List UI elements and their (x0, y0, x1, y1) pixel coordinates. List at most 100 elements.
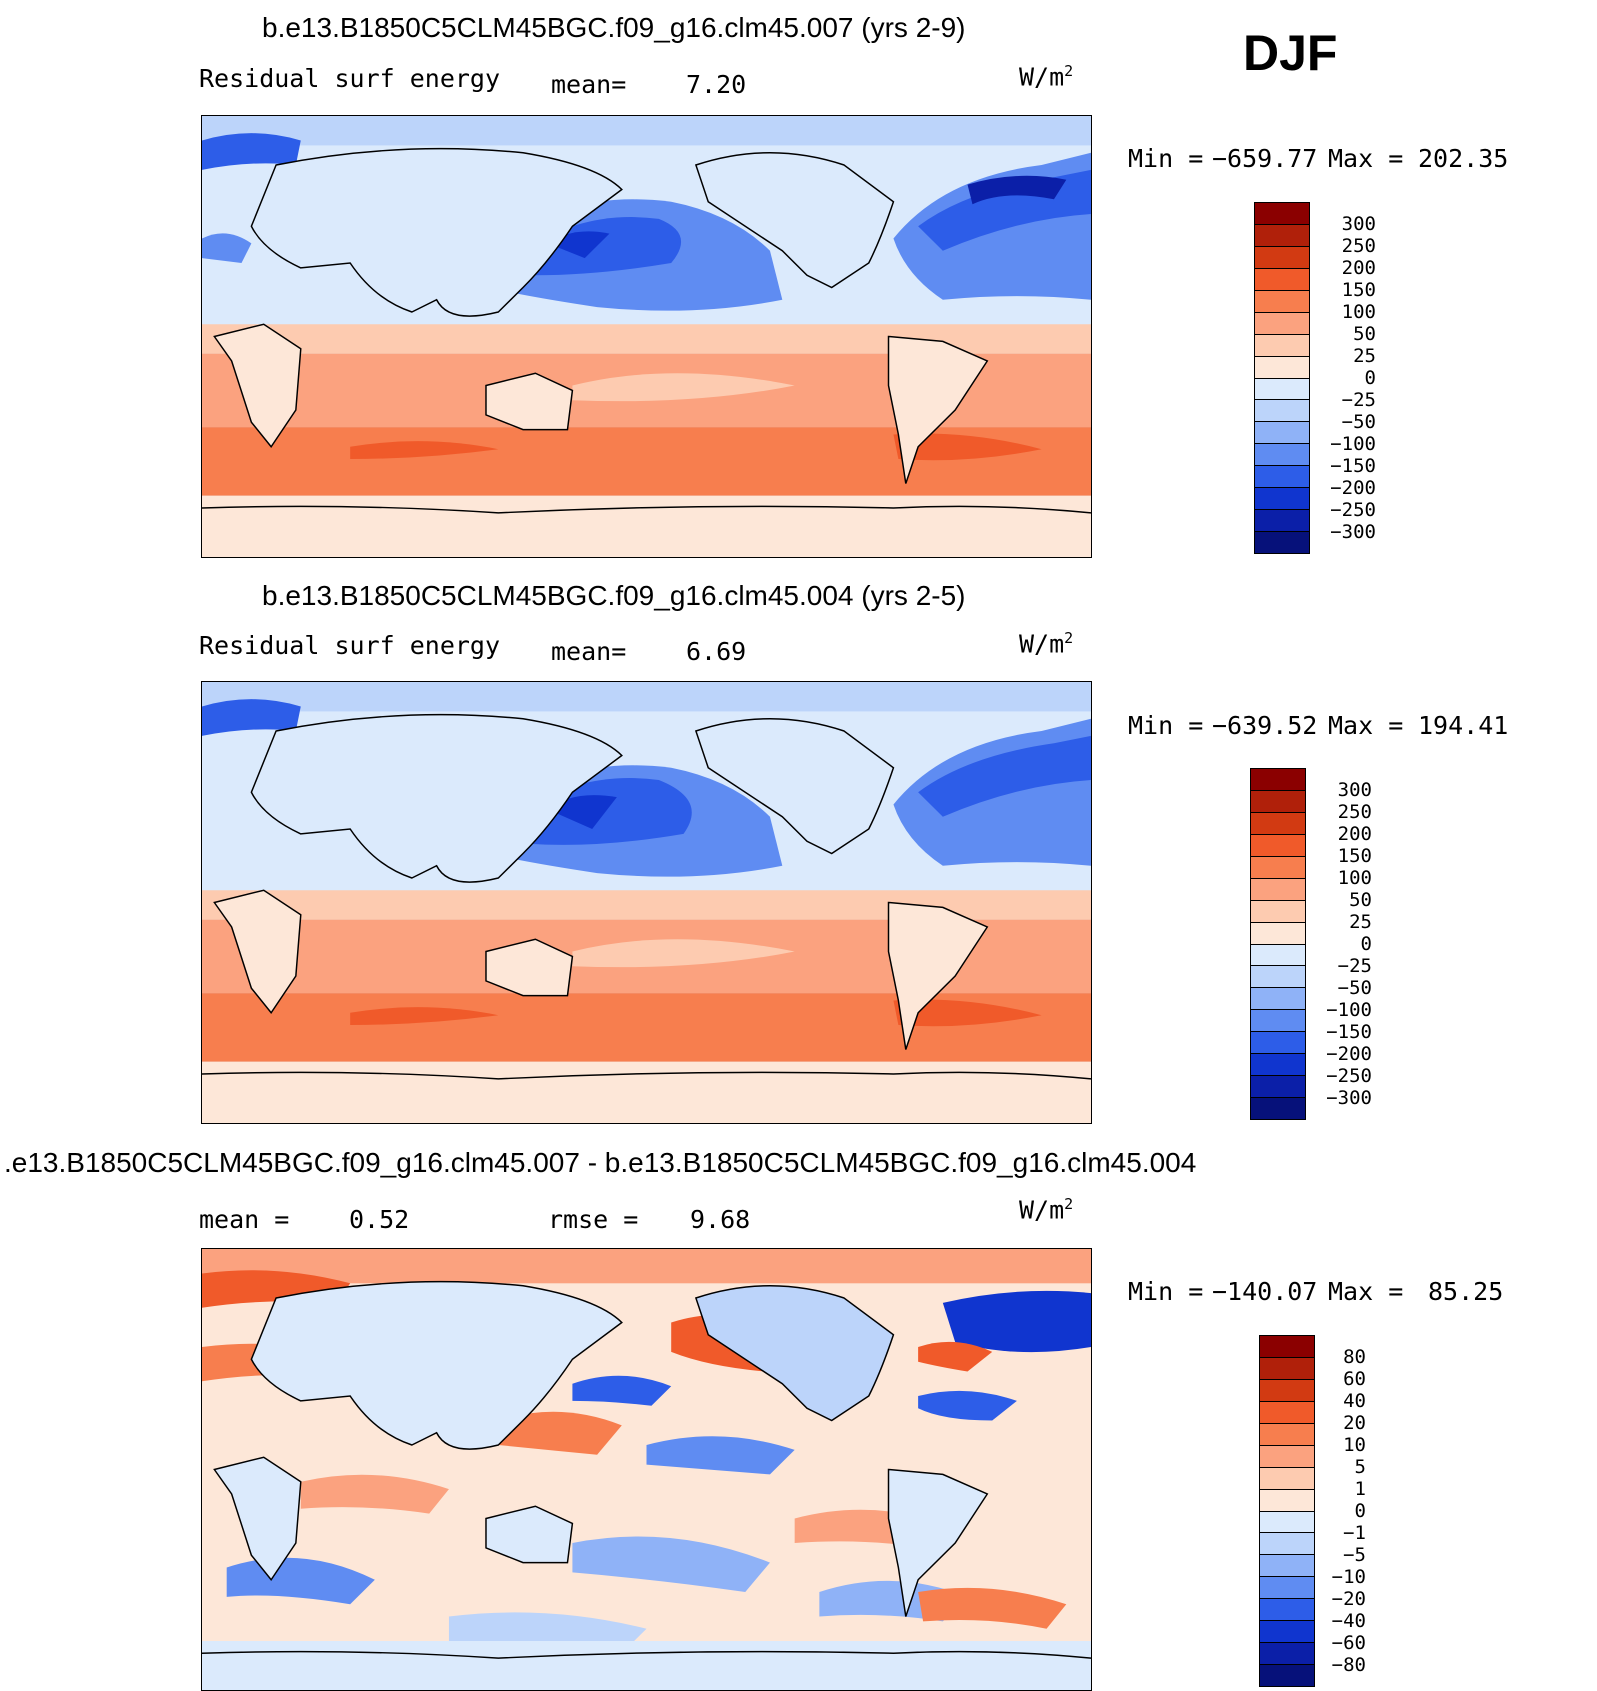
panel-2-units: W/m2 (1019, 629, 1074, 659)
colorbar-swatch (1260, 1665, 1314, 1686)
panel-3-title: .e13.B1850C5CLM45BGC.f09_g16.clm45.007 -… (4, 1147, 1197, 1178)
colorbar-level-label: 250 (1341, 235, 1376, 257)
colorbar-swatch (1251, 1098, 1305, 1119)
panel-1-mean-value: 7.20 (686, 70, 747, 99)
colorbar-level-label: −20 (1331, 1588, 1366, 1610)
colorbar-swatch (1255, 268, 1309, 291)
colorbar-swatch (1251, 1010, 1305, 1033)
panel-2-max-label: Max = (1328, 711, 1404, 740)
colorbar-swatch (1260, 1445, 1314, 1468)
colorbar-swatch (1260, 1401, 1314, 1424)
colorbar-swatch (1251, 769, 1305, 791)
colorbar-swatch (1251, 988, 1305, 1011)
colorbar-level-label: 150 (1337, 845, 1372, 867)
colorbar-level-label: 250 (1337, 801, 1372, 823)
colorbar-swatch (1260, 1423, 1314, 1446)
panel-1-min-label: Min = (1128, 144, 1204, 173)
panel-3-max-value: 85.25 (1428, 1277, 1504, 1306)
panel-3-min-label: Min = (1128, 1277, 1204, 1306)
colorbar-swatch (1255, 203, 1309, 225)
colorbar-swatch (1255, 466, 1309, 489)
panel-2-colorbar-labels: 300 250 200 150 100 50 25 0 −25 −50 −100 −150 −200 −2… (1314, 768, 1372, 1120)
colorbar-swatch (1255, 400, 1309, 423)
colorbar-swatch (1260, 1643, 1314, 1666)
colorbar-swatch (1255, 510, 1309, 533)
panel-1-units: W/m2 (1019, 62, 1074, 92)
panel-1-map (201, 115, 1092, 558)
colorbar-level-label: 5 (1354, 1456, 1366, 1478)
colorbar-level-label: −80 (1331, 1654, 1366, 1676)
colorbar-level-label: 80 (1343, 1346, 1366, 1368)
colorbar-level-label: 50 (1349, 889, 1372, 911)
colorbar-swatch (1255, 532, 1309, 553)
colorbar-swatch (1255, 246, 1309, 269)
colorbar-level-label: 25 (1349, 911, 1372, 933)
colorbar-level-label: 0 (1364, 367, 1376, 389)
colorbar-level-label: −25 (1341, 389, 1376, 411)
colorbar-swatch (1251, 878, 1305, 901)
colorbar-swatch (1251, 966, 1305, 989)
panel-1-min-value: −659.77 (1212, 144, 1318, 173)
panel-3-rmse-label: rmse = (548, 1205, 639, 1234)
panel-3-units: W/m2 (1019, 1195, 1074, 1225)
colorbar-swatch (1251, 834, 1305, 857)
panel-3-mean-value: 0.52 (349, 1205, 410, 1234)
colorbar-level-label: 200 (1341, 257, 1376, 279)
colorbar-level-label: −100 (1330, 433, 1376, 455)
panel-3-mean-label: mean = (199, 1205, 290, 1234)
panel-3-colorbar (1259, 1335, 1315, 1687)
season-label: DJF (1243, 25, 1338, 81)
panel-2-max-value: 194.41 (1418, 711, 1509, 740)
colorbar-level-label: 200 (1337, 823, 1372, 845)
panel-2-min-value: −639.52 (1212, 711, 1318, 740)
panel-1-mean-label: mean= (551, 70, 627, 99)
colorbar-level-label: −250 (1326, 1065, 1372, 1087)
colorbar-swatch (1251, 790, 1305, 813)
colorbar-level-label: 150 (1341, 279, 1376, 301)
panel-2-map-svg (202, 682, 1091, 1123)
colorbar-level-label: −300 (1326, 1087, 1372, 1109)
panel-2-variable: Residual surf energy (199, 631, 501, 660)
colorbar-swatch (1255, 356, 1309, 379)
colorbar-level-label: 300 (1337, 779, 1372, 801)
colorbar-level-label: 100 (1341, 301, 1376, 323)
colorbar-level-label: 25 (1353, 345, 1376, 367)
colorbar-swatch (1260, 1379, 1314, 1402)
colorbar-swatch (1255, 334, 1309, 357)
colorbar-swatch (1260, 1577, 1314, 1600)
colorbar-level-label: 20 (1343, 1412, 1366, 1434)
colorbar-swatch (1260, 1467, 1314, 1490)
colorbar-swatch (1260, 1511, 1314, 1534)
colorbar-level-label: −25 (1337, 955, 1372, 977)
colorbar-swatch (1255, 312, 1309, 335)
colorbar-level-label: 0 (1354, 1500, 1366, 1522)
colorbar-level-label: −50 (1337, 977, 1372, 999)
panel-3-map-svg (202, 1249, 1091, 1690)
panel-3-max-label: Max = (1328, 1277, 1404, 1306)
panel-2-map (201, 681, 1092, 1124)
panel-1-max-label: Max = (1328, 144, 1404, 173)
colorbar-level-label: −100 (1326, 999, 1372, 1021)
colorbar-level-label: −300 (1330, 521, 1376, 543)
colorbar-swatch (1255, 378, 1309, 401)
colorbar-swatch (1260, 1357, 1314, 1380)
colorbar-level-label: −150 (1330, 455, 1376, 477)
colorbar-swatch (1251, 1076, 1305, 1099)
panel-2-title: b.e13.B1850C5CLM45BGC.f09_g16.clm45.004 … (262, 580, 966, 611)
colorbar-level-label: 1 (1354, 1478, 1366, 1500)
colorbar-level-label: −200 (1326, 1043, 1372, 1065)
colorbar-level-label: −40 (1331, 1610, 1366, 1632)
colorbar-level-label: −60 (1331, 1632, 1366, 1654)
colorbar-level-label: 50 (1353, 323, 1376, 345)
colorbar-swatch (1251, 944, 1305, 967)
colorbar-swatch (1260, 1533, 1314, 1556)
panel-1-colorbar-labels: 300 250 200 150 100 50 25 0 −25 −50 −100 −150 −200 −2… (1318, 202, 1376, 554)
colorbar-swatch (1260, 1555, 1314, 1578)
panel-3-map (201, 1248, 1092, 1691)
panel-1-map-svg (202, 116, 1091, 557)
colorbar-swatch (1255, 290, 1309, 313)
panel-1-variable: Residual surf energy (199, 64, 501, 93)
panel-2-min-label: Min = (1128, 711, 1204, 740)
panel-2-mean-label: mean= (551, 637, 627, 666)
colorbar-level-label: 40 (1343, 1390, 1366, 1412)
